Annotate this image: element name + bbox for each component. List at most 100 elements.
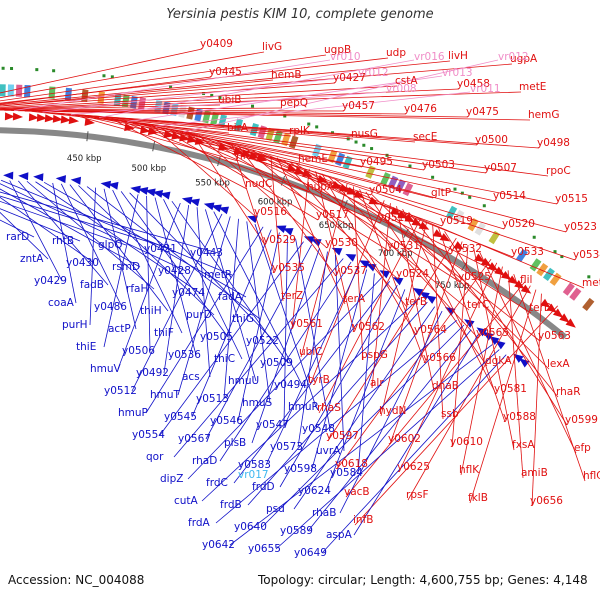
rna-leader-line <box>70 91 387 115</box>
gene-label-terZ: terZ <box>281 290 303 302</box>
guide-dot <box>453 187 457 191</box>
rna-label-vr010: vr010 <box>330 51 361 63</box>
forward-gene-arrow <box>565 318 576 328</box>
gene-label-glpQ: glpQ <box>98 239 123 251</box>
gene-leader-line <box>354 305 558 526</box>
gene-category-block <box>24 85 31 98</box>
rna-label-vr011: vr011 <box>470 83 501 95</box>
gene-leader-line <box>191 229 272 418</box>
guide-dot <box>35 68 39 72</box>
reverse-gene-arrow <box>282 228 294 236</box>
gene-leader-line <box>345 281 526 498</box>
reverse-gene-arrow <box>218 206 230 215</box>
gene-label-y0562: y0562 <box>352 321 385 333</box>
reverse-gene-arrow <box>100 180 112 189</box>
forward-gene-arrow <box>12 112 24 121</box>
forward-gene-arrow <box>494 266 505 276</box>
ring-layer <box>0 127 568 340</box>
gene-leader-line <box>321 173 417 336</box>
gene-leader-line <box>103 188 137 330</box>
gene-label-hemB: hemB <box>271 69 302 81</box>
gene-label-y0475: y0475 <box>466 106 499 118</box>
gene-label-thiC: thiC <box>214 353 235 365</box>
gene-category-block <box>569 287 582 301</box>
gene-label-y0486: y0486 <box>94 301 127 313</box>
gene-label-hflK: hflK <box>459 464 480 476</box>
gene-leader-line <box>451 244 469 448</box>
gene-leader-line <box>145 226 264 414</box>
gene-leader-line <box>120 191 229 338</box>
gene-label-y0588: y0588 <box>503 411 536 423</box>
forward-gene-arrow <box>546 303 557 313</box>
gene-category-block <box>48 86 56 99</box>
reverse-gene-arrow <box>203 202 215 211</box>
gene-leader-line <box>177 216 231 396</box>
forward-gene-arrow <box>4 112 16 121</box>
reverse-gene-arrow <box>55 175 67 184</box>
gene-category-block <box>488 230 500 245</box>
gene-label-y0529: y0529 <box>263 234 296 246</box>
gene-leader-line <box>105 117 549 177</box>
gene-label-y0598: y0598 <box>284 463 317 475</box>
guide-dot <box>218 95 222 99</box>
gene-leader-line <box>198 135 328 249</box>
guide-dot <box>251 104 255 108</box>
gene-label-actP: actP <box>108 323 131 335</box>
reverse-gene-arrow <box>359 260 370 269</box>
gene-leader-line <box>479 251 577 454</box>
gene-label-y0537: y0537 <box>334 265 367 277</box>
gene-label-rfaH: rfaH <box>126 283 148 295</box>
gene-label-ubiB: ubiB <box>218 94 241 106</box>
gene-leader-line <box>254 223 317 408</box>
gene-label-ssb: ssb <box>441 408 459 420</box>
reverse-gene-arrow <box>425 295 437 304</box>
guide-dot <box>110 75 114 79</box>
leader-layer <box>0 48 586 554</box>
gene-label-y0640: y0640 <box>234 521 267 533</box>
guide-dot <box>482 204 486 208</box>
gene-label-hmuT: hmuT <box>150 389 181 401</box>
gene-leader-line <box>163 205 190 374</box>
gene-label-purH: purH <box>62 319 88 331</box>
gene-leader-line <box>205 244 312 440</box>
guide-dot <box>362 143 366 147</box>
guide-dot <box>532 235 536 239</box>
tick-label: 550 kbp <box>195 178 230 188</box>
gene-leader-line <box>0 48 203 94</box>
gene-label-hmuV: hmuV <box>90 363 122 375</box>
reverse-gene-arrow <box>275 225 287 233</box>
gene-label-y0554: y0554 <box>132 429 165 441</box>
gene-label-y0530: y0530 <box>325 237 358 249</box>
guide-dot <box>370 147 374 151</box>
gene-leader-line <box>98 117 487 174</box>
gene-leader-line <box>185 132 567 233</box>
forward-gene-arrow <box>52 114 64 123</box>
gene-leader-line <box>398 262 498 473</box>
reverse-gene-arrow <box>247 215 258 224</box>
gene-label-rhaR: rhaR <box>556 386 581 398</box>
gene-leader-line <box>0 211 49 260</box>
gene-category-block <box>582 297 595 311</box>
gene-leader-line <box>139 123 496 202</box>
gene-leader-line <box>60 183 123 308</box>
tick-mark <box>152 141 156 152</box>
gene-label-psd: psd <box>266 503 285 515</box>
gene-leader-line <box>407 285 531 501</box>
gene-leader-line <box>327 237 457 442</box>
gene-category-block <box>0 84 6 97</box>
gene-label-qor: qor <box>146 451 164 463</box>
reverse-gene-arrow <box>137 187 149 195</box>
gene-label-y0524: y0524 <box>396 268 429 280</box>
gene-leader-line <box>201 297 421 502</box>
tick-label: 500 kbp <box>132 164 167 174</box>
guide-dot <box>102 74 106 78</box>
gene-label-aspA: aspA <box>326 529 353 541</box>
gene-label-y0599: y0599 <box>565 414 598 426</box>
gene-leader-line <box>89 187 96 326</box>
gene-leader-line <box>131 213 223 392</box>
gene-label-y0523: y0523 <box>564 221 597 233</box>
gene-label-acs: acs <box>182 371 200 383</box>
gene-category-block <box>342 155 353 170</box>
gene-leader-line <box>283 159 408 308</box>
gene-label-plsB: plsB <box>224 437 246 449</box>
